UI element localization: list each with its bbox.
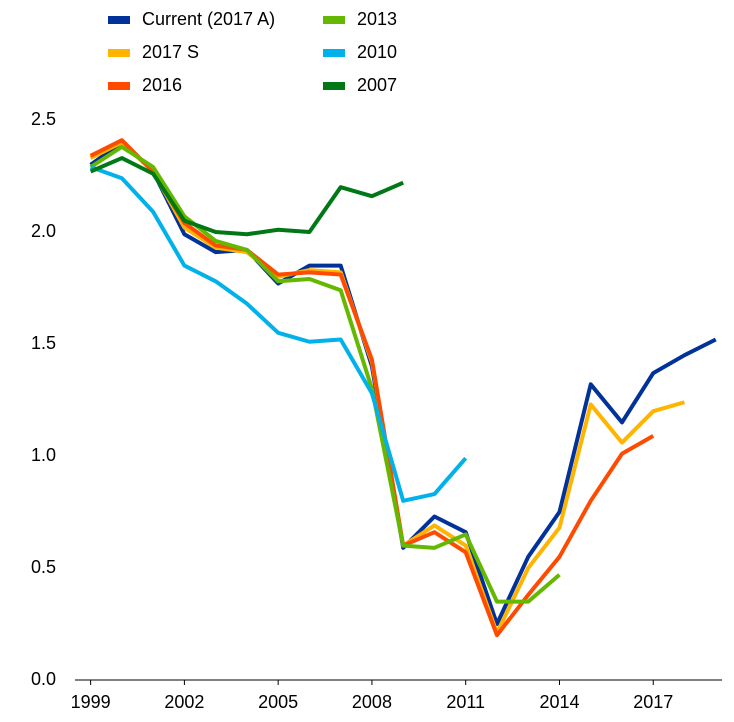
series-line [89, 140, 717, 626]
series-line [89, 144, 561, 604]
legend-swatch [323, 16, 345, 24]
y-tick-label: 1.5 [31, 333, 56, 353]
y-tick-label: 2.0 [31, 221, 56, 241]
legend-label: 2013 [357, 9, 397, 29]
legend-swatch [108, 82, 130, 90]
x-tick-label: 1999 [71, 692, 111, 712]
y-tick-label: 2.5 [31, 109, 56, 129]
legend-label: 2016 [142, 75, 182, 95]
legend-label: 2017 S [142, 42, 199, 62]
legend-label: Current (2017 A) [142, 9, 275, 29]
y-tick-label: 0.5 [31, 557, 56, 577]
x-tick-label: 2005 [258, 692, 298, 712]
legend-swatch [108, 49, 130, 57]
x-tick-label: 2008 [352, 692, 392, 712]
x-tick-label: 2017 [633, 692, 673, 712]
legend-label: 2010 [357, 42, 397, 62]
y-tick-label: 0.0 [31, 669, 56, 689]
legend-swatch [323, 82, 345, 90]
legend-swatch [108, 16, 130, 24]
series-line [89, 156, 404, 237]
y-tick-label: 1.0 [31, 445, 56, 465]
legend-swatch [323, 49, 345, 57]
x-tick-label: 2014 [539, 692, 579, 712]
series-line [89, 138, 655, 638]
legend-label: 2007 [357, 75, 397, 95]
x-tick-label: 2002 [164, 692, 204, 712]
series-line [89, 165, 468, 503]
x-tick-label: 2011 [446, 692, 485, 712]
